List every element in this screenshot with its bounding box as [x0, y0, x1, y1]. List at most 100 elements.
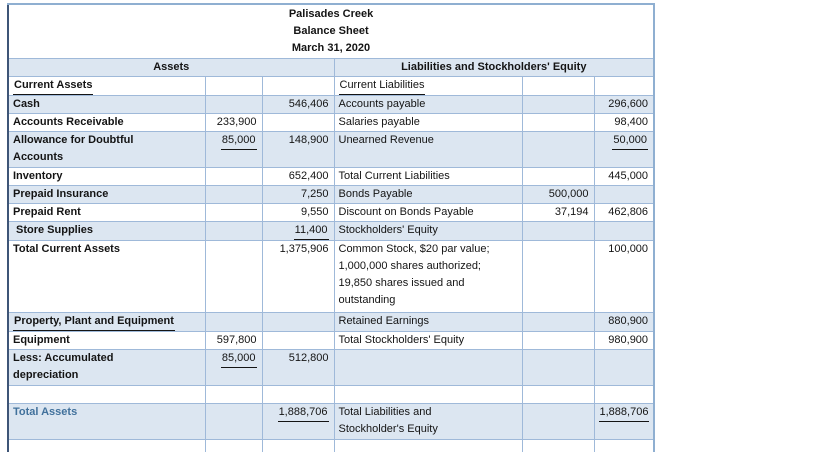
amount-cell: 37,194 [521, 203, 595, 222]
amount-cell: 512,800 [261, 349, 335, 386]
amount-cell: 7,250 [261, 185, 335, 204]
row-label: Total Assets [7, 403, 206, 440]
table-row: Accounts Receivable 233,900 Salaries payab… [7, 113, 655, 132]
empty-cell [261, 76, 335, 96]
empty-cell [521, 385, 595, 404]
empty-cell [204, 385, 263, 404]
row-label: Store Supplies [7, 221, 206, 241]
amount-cell: 9,550 [261, 203, 335, 222]
empty-cell [521, 349, 595, 386]
empty-cell [521, 167, 595, 186]
empty-cell [521, 403, 595, 440]
empty-cell [261, 331, 335, 350]
amount-cell: 148,900 [261, 131, 335, 168]
row-label: Prepaid Insurance [7, 185, 206, 204]
empty-cell [521, 240, 595, 313]
row-label: Accounts Receivable [7, 113, 206, 132]
row-label: Cash [7, 95, 206, 114]
row-label: Inventory [7, 167, 206, 186]
amount-cell: 462,806 [593, 203, 655, 222]
empty-cell [261, 385, 335, 404]
row-label: Total Liabilities and Stockholder's Equi… [333, 403, 523, 440]
table-row [7, 439, 655, 452]
empty-cell [521, 439, 595, 452]
table-row: Total Assets 1,888,706 Total Liabilities a… [7, 403, 655, 440]
amount-cell: 100,000 [593, 240, 655, 313]
empty-cell [333, 349, 523, 386]
amount-cell: 11,400 [261, 221, 335, 241]
empty-cell [521, 131, 595, 168]
empty-cell [593, 385, 655, 404]
empty-cell [593, 76, 655, 96]
amount-cell: 1,375,906 [261, 240, 335, 313]
row-label: Common Stock, $20 par value; 1,000,000 s… [333, 240, 523, 313]
empty-cell [204, 95, 263, 114]
empty-cell [7, 439, 206, 452]
table-row: Store Supplies 11,400 Stockholders' Equity [7, 221, 655, 241]
empty-cell [204, 167, 263, 186]
empty-cell [7, 385, 206, 404]
row-label: Discount on Bonds Payable [333, 203, 523, 222]
amount-cell: 85,000 [204, 349, 263, 386]
empty-cell [261, 312, 335, 332]
empty-cell [333, 385, 523, 404]
empty-cell [204, 203, 263, 222]
table-row: Allowance for Doubtful Accounts 85,000 148… [7, 131, 655, 168]
row-label: Equipment [7, 331, 206, 350]
liabilities-equity-header: Liabilities and Stockholders' Equity [333, 58, 655, 77]
amount-cell: 445,000 [593, 167, 655, 186]
table-row: Prepaid Insurance 7,250 Bonds Payable 500,0… [7, 185, 655, 204]
row-label: Retained Earnings [333, 312, 523, 332]
table-row: Property, Plant and Equipment Retained Ea… [7, 312, 655, 332]
empty-cell [593, 439, 655, 452]
statement-title: Balance Sheet [293, 25, 369, 37]
amount-cell: 1,888,706 [261, 403, 335, 440]
amount-cell: 980,900 [593, 331, 655, 350]
amount-cell: 597,800 [204, 331, 263, 350]
empty-cell [521, 331, 595, 350]
amount-cell: 98,400 [593, 113, 655, 132]
assets-header: Assets [7, 58, 335, 77]
amount-cell: 85,000 [204, 131, 263, 168]
table-row: Equipment 597,800 Total Stockholders' Equi… [7, 331, 655, 350]
amount-cell: 880,900 [593, 312, 655, 332]
row-label: Total Stockholders' Equity [333, 331, 523, 350]
table-row: Less: Accumulated depreciation 85,000 512,… [7, 349, 655, 386]
empty-cell [204, 240, 263, 313]
row-label: Less: Accumulated depreciation [7, 349, 206, 386]
row-label: Property, Plant and Equipment [7, 312, 206, 332]
row-label: Current Liabilities [333, 76, 523, 96]
balance-sheet-table: Palisades Creek Balance Sheet March 31, … [7, 3, 656, 452]
row-label: Allowance for Doubtful Accounts [7, 131, 206, 168]
empty-cell [521, 113, 595, 132]
empty-cell [521, 221, 595, 241]
empty-cell [204, 76, 263, 96]
empty-cell [204, 312, 263, 332]
table-row: Cash 546,406 Accounts payable 296,600 [7, 95, 655, 114]
row-label: Current Assets [7, 76, 206, 96]
empty-cell [204, 439, 263, 452]
row-label: Accounts payable [333, 95, 523, 114]
amount-cell: 546,406 [261, 95, 335, 114]
empty-cell [593, 185, 655, 204]
amount-cell: 500,000 [521, 185, 595, 204]
table-row [7, 385, 655, 404]
empty-cell [333, 439, 523, 452]
table-row: Inventory 652,400 Total Current Liabilitie… [7, 167, 655, 186]
empty-cell [521, 76, 595, 96]
empty-cell [261, 439, 335, 452]
amount-cell: 652,400 [261, 167, 335, 186]
empty-cell [593, 221, 655, 241]
table-row: Total Current Assets 1,375,906 Common Stoc… [7, 240, 655, 313]
title-cell: Palisades Creek Balance Sheet March 31, … [7, 3, 655, 59]
empty-cell [521, 95, 595, 114]
company-name: Palisades Creek [288, 8, 374, 20]
empty-cell [204, 185, 263, 204]
amount-cell: 1,888,706 [593, 403, 655, 440]
statement-date: March 31, 2020 [291, 42, 371, 54]
row-label: Stockholders' Equity [333, 221, 523, 241]
title-block: Palisades Creek Balance Sheet March 31, … [7, 3, 655, 59]
amount-cell: 50,000 [593, 131, 655, 168]
empty-cell [593, 349, 655, 386]
